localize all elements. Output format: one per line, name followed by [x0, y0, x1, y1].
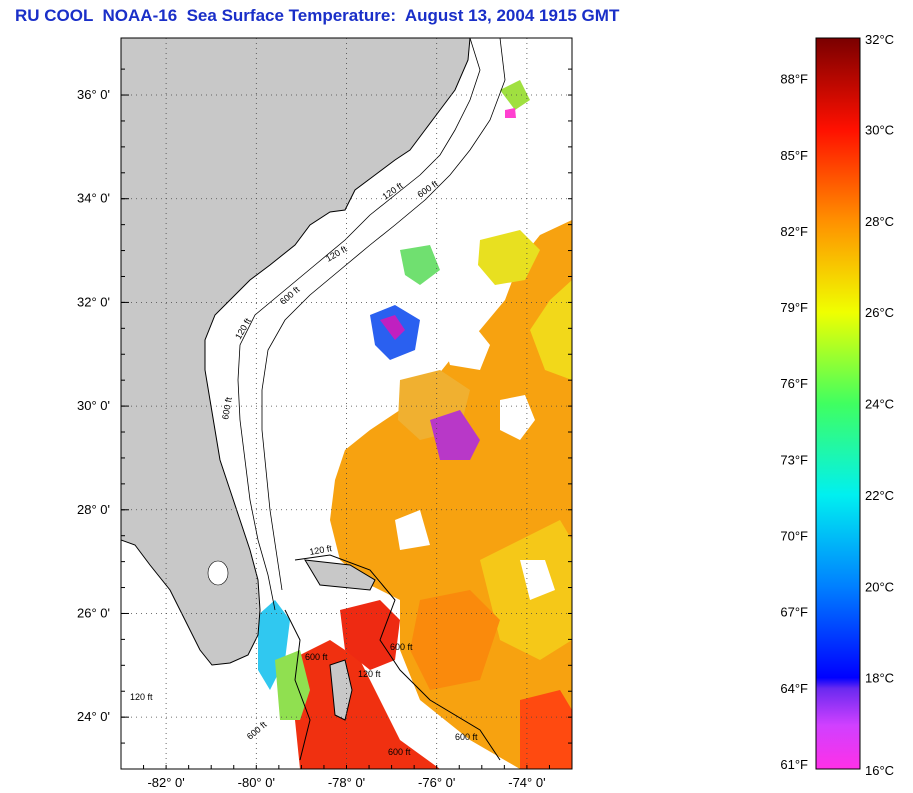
sst-yellow-east	[530, 280, 572, 380]
lon-tick-label: -80° 0'	[238, 775, 275, 790]
colorbar-fahrenheit-label: 88°F	[780, 72, 808, 87]
lon-tick-label: -74° 0'	[508, 775, 545, 790]
sst-yellow-south	[480, 520, 572, 660]
page-title: RU COOL NOAA-16 Sea Surface Temperature:…	[15, 6, 620, 25]
colorbar-celsius-label: 28°C	[865, 214, 894, 229]
longitude-labels: -82° 0' -80° 0' -78° 0' -76° 0' -74° 0'	[147, 775, 545, 790]
colorbar-fahrenheit-label: 85°F	[780, 148, 808, 163]
lat-tick-label: 34° 0'	[77, 191, 110, 206]
sst-yellow-north	[478, 230, 540, 285]
contour-label: 600 ft	[388, 747, 411, 757]
contour-bahamas	[294, 554, 501, 761]
colorbar-fahrenheit-label: 79°F	[780, 300, 808, 315]
sst-field	[258, 80, 572, 769]
bahamas-island	[304, 559, 376, 591]
colorbar-fahrenheit-label: 73°F	[780, 452, 808, 467]
contour-label: 600 ft	[390, 642, 413, 652]
colorbar-celsius-labels: 32°C 30°C 28°C 26°C 24°C 22°C 20°C 18°C 16°C	[865, 32, 894, 778]
colorbar-fahrenheit-label: 67°F	[780, 605, 808, 620]
lat-tick-label: 26° 0'	[77, 605, 110, 620]
sst-green-florida	[275, 650, 310, 720]
map-frame	[120, 37, 573, 770]
colorbar-celsius-label: 32°C	[865, 32, 894, 47]
graticule	[121, 38, 572, 769]
sst-green-se	[500, 80, 530, 110]
sst-red-keys	[340, 600, 400, 670]
colorbar-celsius-label: 24°C	[865, 397, 894, 412]
latitude-labels: 36° 0' 34° 0' 32° 0' 30° 0' 28° 0' 26° 0' 24° …	[77, 87, 110, 724]
land-us-east-coast	[121, 38, 471, 666]
colorbar-celsius-label: 18°C	[865, 671, 894, 686]
contour-label: 600 ft	[220, 396, 234, 420]
colorbar-fahrenheit-label: 70°F	[780, 528, 808, 543]
lat-tick-label: 28° 0'	[77, 502, 110, 517]
colorbar-fahrenheit-label: 76°F	[780, 376, 808, 391]
sst-orange-se	[410, 590, 500, 690]
colorbar-celsius-label: 30°C	[865, 122, 894, 137]
lon-tick-label: -78° 0'	[328, 775, 365, 790]
lon-tick-label: -82° 0'	[147, 775, 184, 790]
sst-purple-north	[380, 315, 405, 340]
colorbar-fahrenheit-label: 64°F	[780, 681, 808, 696]
colorbar-celsius-label: 22°C	[865, 488, 894, 503]
lake-okeechobee	[207, 560, 229, 586]
cloud-patch	[395, 510, 430, 550]
sst-purple-mid	[430, 410, 480, 460]
colorbar-fahrenheit-labels: 88°F 85°F 82°F 79°F 76°F 73°F 70°F 67°F 64°F 61°F	[780, 72, 808, 772]
colorbar-celsius-label: 20°C	[865, 579, 894, 594]
contour-120ft	[237, 38, 481, 611]
colorbar-fahrenheit-label: 82°F	[780, 224, 808, 239]
sst-cyan-florida	[258, 600, 290, 690]
sst-green-north	[400, 245, 440, 285]
lat-tick-label: 30° 0'	[77, 398, 110, 413]
cloud-patch	[520, 560, 555, 600]
lat-tick-label: 24° 0'	[77, 709, 110, 724]
colorbar: 32°C 30°C 28°C 26°C 24°C 22°C 20°C 18°C 16°C 88°…	[780, 32, 894, 778]
colorbar-celsius-label: 16°C	[865, 763, 894, 778]
contour-label: 120 ft	[130, 692, 153, 702]
colorbar-gradient	[815, 37, 861, 770]
bahamas-island	[329, 659, 353, 721]
contour-600ft	[261, 38, 506, 591]
contour-label: 120 ft	[358, 669, 381, 679]
contour-label: 600 ft	[305, 652, 328, 662]
lat-tick-label: 36° 0'	[77, 87, 110, 102]
sst-red-bahamas	[290, 640, 440, 769]
colorbar-fahrenheit-label: 61°F	[780, 757, 808, 772]
contour-label: 120 ft	[309, 543, 333, 557]
map-content	[121, 38, 572, 769]
sst-pink-north	[505, 108, 516, 118]
lon-tick-label: -76° 0'	[418, 775, 455, 790]
sst-red-south	[520, 690, 572, 769]
lat-tick-label: 32° 0'	[77, 294, 110, 309]
cloud-patch	[440, 320, 490, 370]
colorbar-celsius-label: 26°C	[865, 305, 894, 320]
contour-label: 600 ft	[455, 732, 478, 742]
contour-bahamas-2	[284, 609, 311, 761]
